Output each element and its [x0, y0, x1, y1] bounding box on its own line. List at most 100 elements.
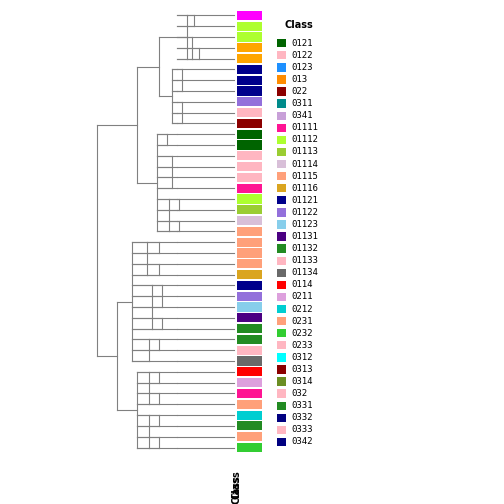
Text: 0312: 0312	[291, 353, 312, 362]
Bar	[277, 39, 286, 47]
Bar	[237, 119, 262, 128]
Text: 01131: 01131	[291, 232, 318, 241]
Bar	[237, 141, 262, 150]
Bar	[237, 443, 262, 452]
Bar	[237, 65, 262, 74]
Bar	[237, 324, 262, 333]
Bar	[237, 32, 262, 41]
Bar	[237, 130, 262, 139]
Bar	[237, 400, 262, 409]
Bar	[277, 293, 286, 301]
Text: 01123: 01123	[291, 220, 318, 229]
Bar	[277, 244, 286, 253]
Text: 0231: 0231	[291, 317, 312, 326]
Bar	[277, 172, 286, 180]
Bar	[237, 173, 262, 182]
Bar	[237, 281, 262, 290]
Bar	[277, 341, 286, 349]
Text: 01133: 01133	[291, 256, 318, 265]
Bar	[237, 86, 262, 96]
Bar	[237, 97, 262, 106]
Text: 01113: 01113	[291, 148, 318, 156]
Bar	[237, 410, 262, 420]
Bar	[237, 216, 262, 225]
Bar	[277, 426, 286, 434]
Text: 0122: 0122	[291, 51, 312, 60]
Bar	[277, 136, 286, 144]
Bar	[277, 377, 286, 386]
Text: 01134: 01134	[291, 268, 318, 277]
Text: 01115: 01115	[291, 172, 318, 180]
Bar	[277, 208, 286, 217]
Text: 013: 013	[291, 75, 307, 84]
Text: 032: 032	[291, 389, 307, 398]
Bar	[237, 248, 262, 258]
Bar	[237, 356, 262, 366]
Text: 01121: 01121	[291, 196, 318, 205]
Bar	[237, 162, 262, 171]
Bar	[277, 232, 286, 241]
Bar	[277, 353, 286, 361]
Bar	[277, 63, 286, 72]
Bar	[237, 421, 262, 430]
Text: 0311: 0311	[291, 99, 312, 108]
Text: 0333: 0333	[291, 425, 312, 434]
Bar	[237, 389, 262, 398]
Bar	[277, 257, 286, 265]
Bar	[237, 292, 262, 301]
Bar	[237, 183, 262, 193]
Bar	[277, 414, 286, 422]
Bar	[237, 11, 262, 20]
Text: 0341: 0341	[291, 111, 312, 120]
Text: 0233: 0233	[291, 341, 312, 350]
Text: 01132: 01132	[291, 244, 318, 253]
Bar	[277, 148, 286, 156]
Text: 0121: 0121	[291, 39, 312, 48]
Bar	[237, 43, 262, 52]
Bar	[277, 365, 286, 373]
Text: 0123: 0123	[291, 63, 312, 72]
Bar	[277, 111, 286, 120]
Bar	[277, 438, 286, 446]
Bar	[277, 51, 286, 59]
Bar	[277, 305, 286, 313]
Bar	[237, 237, 262, 247]
Text: 0342: 0342	[291, 437, 312, 447]
Text: 0314: 0314	[291, 377, 312, 386]
Bar	[277, 196, 286, 205]
Bar	[237, 108, 262, 117]
Text: 0332: 0332	[291, 413, 312, 422]
Bar	[277, 281, 286, 289]
Bar	[237, 259, 262, 269]
Bar	[277, 329, 286, 337]
Bar	[237, 302, 262, 311]
Text: 0114: 0114	[291, 280, 312, 289]
Bar	[237, 378, 262, 387]
Bar	[277, 390, 286, 398]
Text: 01116: 01116	[291, 183, 318, 193]
Text: Class: Class	[285, 20, 313, 30]
Bar	[277, 402, 286, 410]
Bar	[237, 205, 262, 214]
Text: 0331: 0331	[291, 401, 312, 410]
Bar	[237, 270, 262, 279]
Bar	[237, 227, 262, 236]
Bar	[237, 151, 262, 160]
Bar	[237, 22, 262, 31]
Bar	[277, 184, 286, 193]
Text: 0212: 0212	[291, 304, 312, 313]
Bar	[237, 346, 262, 355]
Bar	[277, 220, 286, 229]
Text: Class: Class	[232, 475, 242, 504]
Text: 0211: 0211	[291, 292, 312, 301]
Bar	[277, 99, 286, 108]
Text: Class: Class	[232, 470, 242, 499]
Bar	[237, 367, 262, 376]
Bar	[237, 313, 262, 323]
Bar	[277, 123, 286, 132]
Bar	[237, 76, 262, 85]
Text: 01112: 01112	[291, 136, 318, 144]
Text: 0313: 0313	[291, 365, 312, 374]
Bar	[237, 335, 262, 344]
Bar	[237, 432, 262, 442]
